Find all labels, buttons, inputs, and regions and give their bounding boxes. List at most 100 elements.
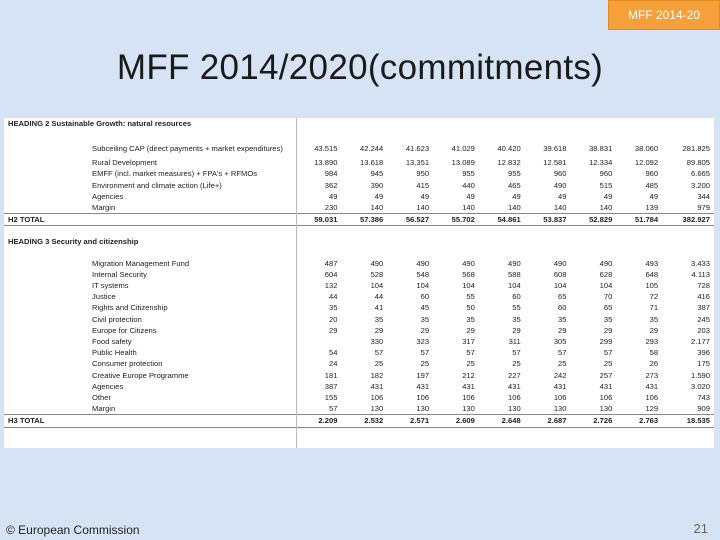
cell-value: 257	[599, 370, 613, 380]
cell-value: 1.590	[690, 370, 710, 380]
cell-value: 41.029	[451, 143, 475, 153]
table-row: Food safety 330 323 317 311 305 299 293 2.177	[4, 336, 714, 347]
cell-value: 53.837	[524, 213, 571, 227]
cell-value: 106	[599, 393, 613, 403]
cell-value: 25	[466, 359, 475, 369]
table-row: Public Health 54 57 57 57 57 57 57 58 396	[4, 347, 714, 358]
cell-value: 49	[374, 191, 384, 201]
cell-value: 305	[553, 337, 567, 347]
cell-value: 490	[416, 258, 430, 268]
cell-value: 41.623	[405, 143, 430, 153]
row-label: Margin	[92, 203, 116, 213]
spacer-row	[4, 226, 714, 237]
cell-value: 323	[416, 337, 430, 347]
cell-value: 41	[374, 303, 384, 313]
cell-value: 140	[370, 203, 384, 213]
cell-value: 317	[462, 337, 475, 347]
cell-value: 2.571	[387, 414, 434, 428]
cell-value: 54	[328, 348, 338, 358]
cell-value: 29	[603, 325, 613, 335]
section-heading: HEADING 2 Sustainable Growth: natural re…	[4, 118, 714, 129]
cell-value: 227	[508, 370, 521, 380]
cell-value: 106	[553, 393, 567, 403]
cell-value: 65	[558, 292, 567, 302]
cell-value: 49	[603, 191, 613, 201]
cell-value: 13.890	[314, 158, 338, 168]
cell-value: 743	[697, 393, 710, 403]
cell-value: 955	[508, 169, 521, 179]
cell-value: 728	[697, 281, 710, 291]
cell-value: 2.763	[616, 414, 663, 428]
cell-value: 2.177	[690, 337, 710, 347]
cell-value: 2.209	[295, 414, 342, 428]
cell-value: 281.825	[682, 143, 710, 153]
cell-value: 55.702	[433, 213, 479, 227]
cell-value: 416	[697, 292, 710, 302]
table-row: Civil protection 20 35 35 35 35 35 35 35 245	[4, 314, 714, 325]
row-label: Rural Development	[92, 158, 157, 168]
cell-value: 45	[420, 303, 430, 313]
cell-value: 140	[416, 203, 430, 213]
cell-value: 60	[420, 292, 430, 302]
cell-value: 49	[512, 191, 521, 201]
cell-value: 26	[649, 359, 659, 369]
cell-value: 20	[328, 314, 338, 324]
cell-value: 140	[599, 203, 613, 213]
cell-value: 3.200	[690, 180, 710, 190]
row-label: Migration Management Fund	[92, 258, 190, 268]
cell-value: 12.581	[543, 158, 567, 168]
cell-value: 106	[462, 393, 475, 403]
cell-value: 130	[553, 404, 567, 414]
cell-value: 203	[697, 325, 710, 335]
mff-badge: MFF 2014-20	[608, 0, 720, 30]
mff-table: HEADING 2 Sustainable Growth: natural re…	[4, 118, 714, 438]
cell-value: 25	[603, 359, 613, 369]
cell-value: 431	[645, 381, 659, 391]
cell-value: 49	[420, 191, 430, 201]
cell-value: 29	[466, 325, 475, 335]
table-row: Consumer protection 24 25 25 25 25 25 25 26 175	[4, 358, 714, 369]
cell-value: 40.420	[497, 143, 521, 153]
cell-value: 25	[558, 359, 567, 369]
cell-value: 490	[553, 180, 567, 190]
cell-value: 57	[603, 348, 613, 358]
cell-value: 909	[697, 404, 710, 414]
cell-value: 29	[420, 325, 430, 335]
cell-value: 955	[462, 169, 475, 179]
cell-value: 25	[420, 359, 430, 369]
row-label: H3 TOTAL	[4, 414, 296, 428]
cell-value: 242	[553, 370, 567, 380]
cell-value: 387	[324, 381, 338, 391]
cell-value: 568	[462, 269, 475, 279]
cell-value: 35	[512, 314, 521, 324]
cell-value: 58	[649, 348, 659, 358]
table-row: Environment and climate action (Life+) 36…	[4, 180, 714, 191]
table-row: Europe for Citizens 29 29 29 29 29 29 29 29 203	[4, 325, 714, 336]
cell-value: 35	[603, 314, 613, 324]
cell-value: 387	[697, 303, 710, 313]
cell-value: 344	[697, 191, 710, 201]
cell-value: 35	[420, 314, 430, 324]
table-row: Rural Development 13.890 13.618 13.351 13.08…	[4, 157, 714, 168]
cell-value: 648	[645, 269, 659, 279]
row-label: EMFF (incl. market measures) + FPA's + R…	[92, 169, 258, 179]
cell-value: 104	[462, 281, 475, 291]
cell-value: 130	[508, 404, 521, 414]
cell-value: 212	[462, 370, 475, 380]
copyright: © European Commission	[6, 523, 140, 537]
cell-value: 140	[508, 203, 521, 213]
cell-value: 39.618	[543, 143, 567, 153]
cell-value: 57	[512, 348, 521, 358]
cell-value: 628	[599, 269, 613, 279]
row-label: H2 TOTAL	[4, 213, 296, 227]
row-label: Food safety	[92, 337, 132, 347]
row-label: IT systems	[92, 281, 129, 291]
cell-value: 13.089	[451, 158, 475, 168]
cell-value: 588	[508, 269, 521, 279]
cell-value: 72	[649, 292, 659, 302]
cell-value: 89.805	[686, 158, 710, 168]
cell-value: 25	[512, 359, 521, 369]
table-row: Creative Europe Programme 181 182 197 212 227…	[4, 370, 714, 381]
table-row: Rights and Citizenship 35 41 45 50 55 60 65 71 38…	[4, 302, 714, 313]
cell-value: 60	[512, 292, 521, 302]
